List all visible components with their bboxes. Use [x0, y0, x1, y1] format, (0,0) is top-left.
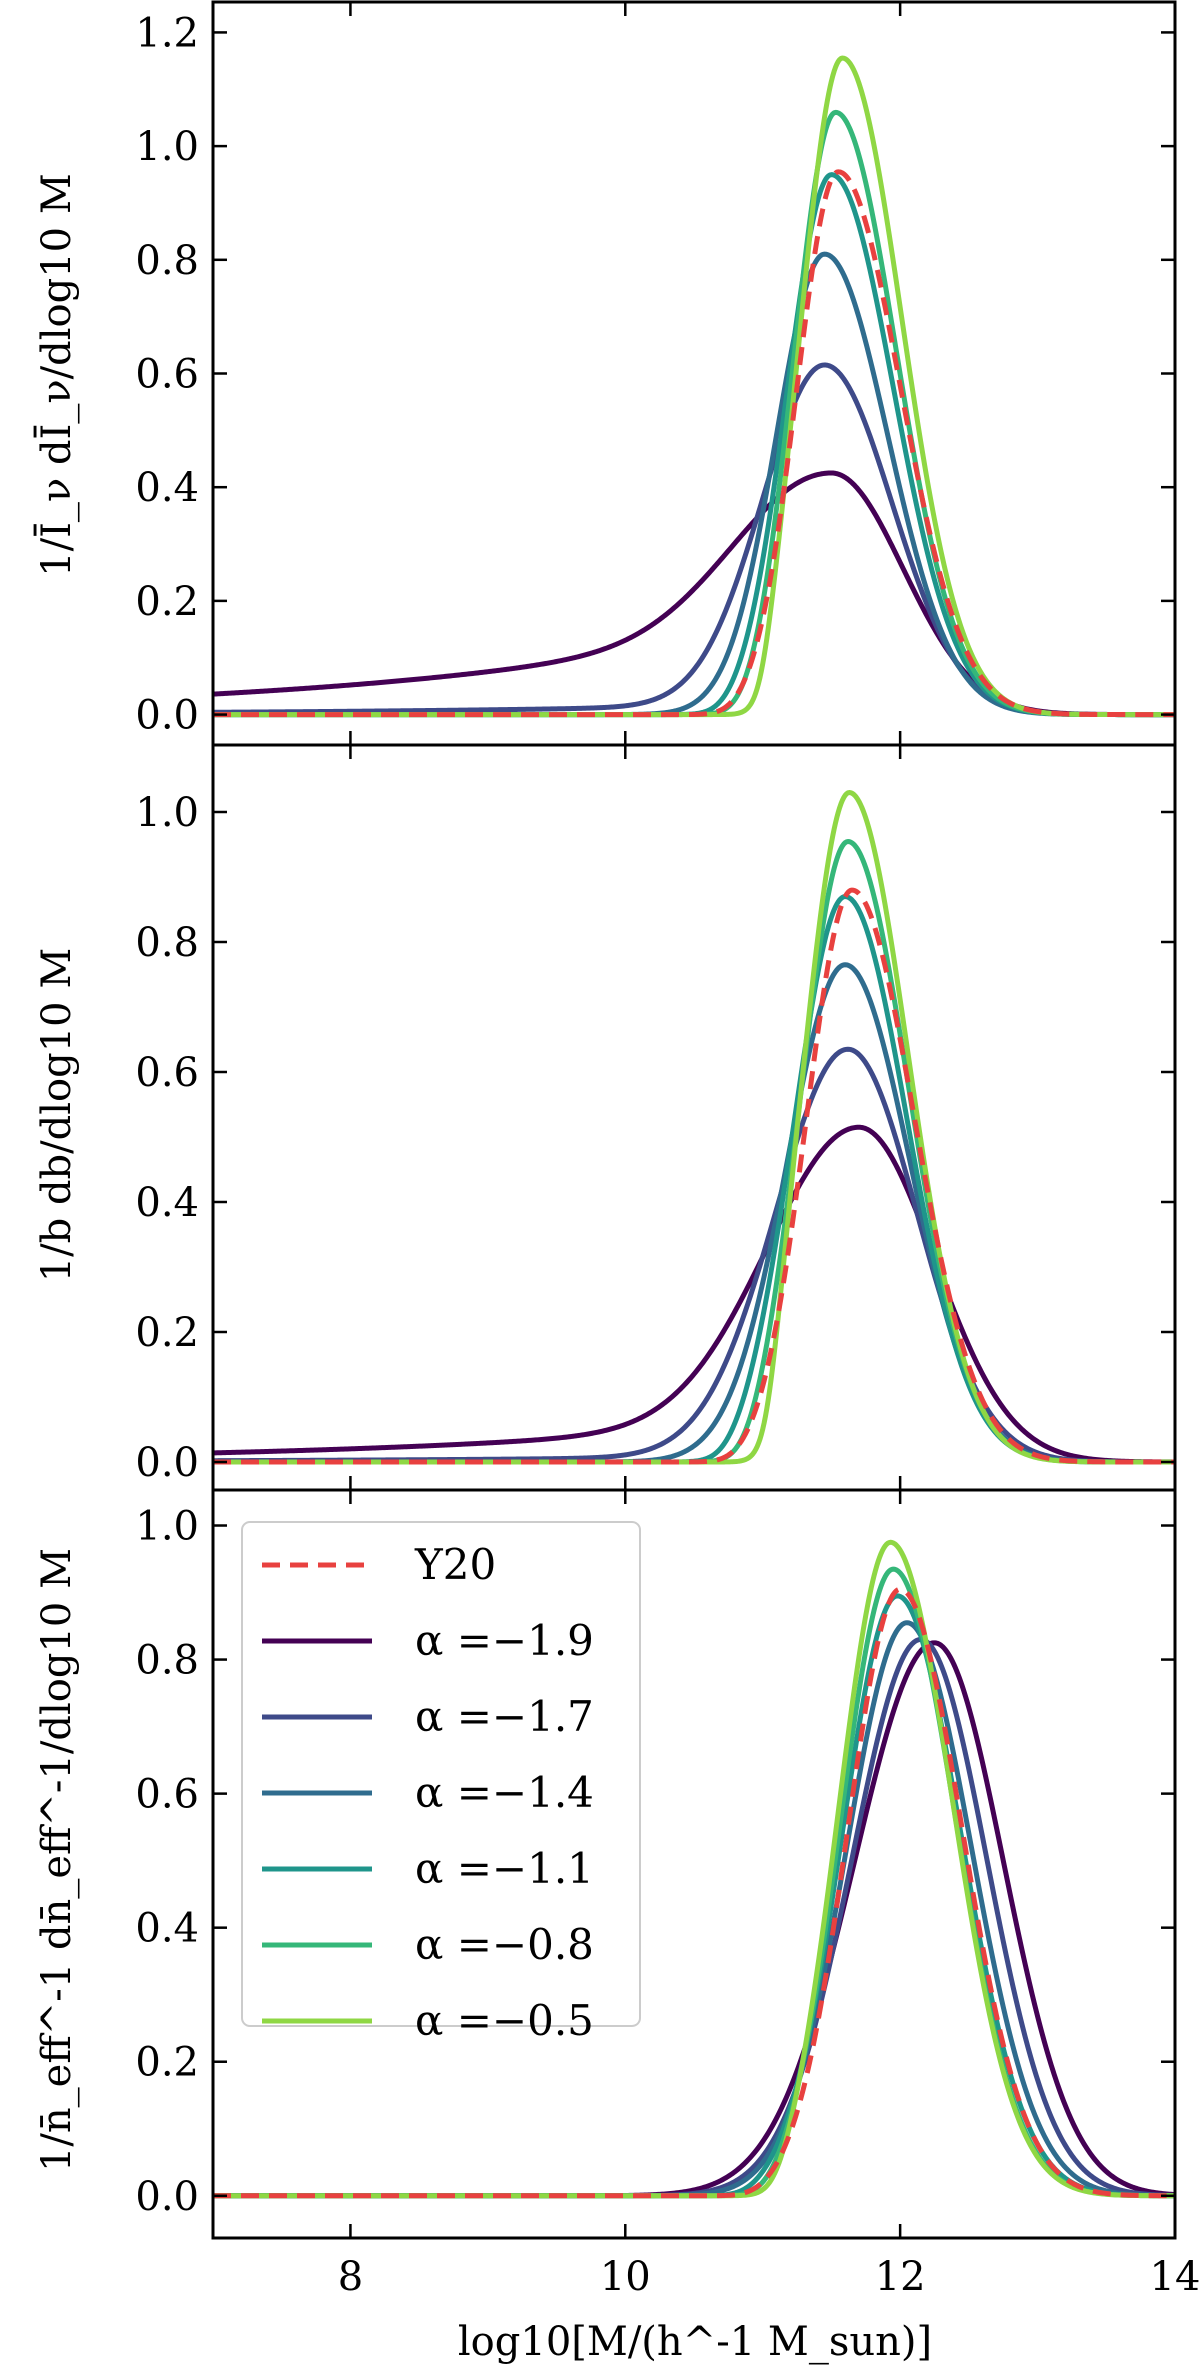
panel-2-curves: [213, 790, 1175, 1465]
panel-2-frame: [211, 743, 1177, 1492]
legend-label: α =−1.1: [415, 1844, 594, 1893]
panel-2-line-0.5: [213, 790, 1175, 1465]
panel-3-ytick-label: 1.0: [135, 1504, 199, 1550]
legend-label: α =−1.9: [415, 1616, 594, 1665]
legend-label: α =−0.8: [415, 1920, 594, 1969]
legend-label: Y20: [414, 1540, 496, 1589]
panel-1-frame: [211, 0, 1177, 747]
panel-3-ytick-label: 0.8: [135, 1638, 199, 1684]
panel-1-line-0.5: [213, 55, 1175, 718]
panel-3-line-y20: [213, 1586, 1175, 2199]
panel-3-ytick-label: 0.4: [135, 1906, 199, 1952]
x-tick-label: 10: [600, 2254, 651, 2300]
panel-1-line-1.1: [213, 172, 1175, 718]
panel-2-line-1.4: [213, 962, 1175, 1465]
panel-1-curves: [213, 55, 1175, 718]
panel-1-line-0.8: [213, 109, 1175, 718]
panel-1: 0.0 0.2 0.4 0.6 0.8 1.0 1.2: [135, 0, 1177, 747]
x-tick-label: 8: [338, 2254, 363, 2300]
panel-2-ytick-label: 0.0: [135, 1440, 199, 1486]
legend-frame: [241, 1521, 641, 2027]
panel-2-ytick-label: 0.2: [135, 1310, 199, 1356]
panel-1-line-1.9: [213, 470, 1175, 718]
panel-2-line-0.8: [213, 839, 1175, 1465]
panel-3-ylabel: 1/n̄_eff^-1 dn̄_eff^-1/dlog10 M: [34, 1548, 80, 2172]
panel-2-ytick-label: 0.8: [135, 920, 199, 966]
panel-2-ytick-label: 0.6: [135, 1050, 199, 1096]
panel-1-line-1.4: [213, 251, 1175, 718]
panel-3-curves: [213, 1539, 1175, 2199]
legend: Y20 α =−1.9 α =−1.7 α =−1.4 α =−1.1 α =−0.8 α …: [241, 1521, 641, 2045]
legend-label: α =−1.7: [415, 1692, 594, 1741]
svg-text:1/b db/dlog10 M: 1/b db/dlog10 M: [34, 948, 80, 1283]
panel-1-ytick-label: 0.8: [135, 238, 199, 284]
panel-2-ylabel: 1/b db/dlog10 M: [34, 948, 80, 1283]
x-axis-label: log10[M/(h^-1 M_sun)]: [458, 2319, 932, 2365]
panel-1-line-1.7: [213, 362, 1175, 718]
legend-label: α =−1.4: [415, 1768, 594, 1817]
panel-1-ytick-label: 0.4: [135, 465, 199, 511]
panel-3-ytick-label: 0.6: [135, 1772, 199, 1818]
panel-1-ytick-label: 0.6: [135, 352, 199, 398]
panel-2-line-y20: [213, 887, 1175, 1465]
panel-2: 0.0 0.2 0.4 0.6 0.8 1.0: [135, 743, 1177, 1492]
svg-text:1/n̄_eff^-1 dn̄_eff^-1/dlog10: 1/n̄_eff^-1 dn̄_eff^-1/dlog10 M: [34, 1548, 80, 2172]
x-tick-label: 12: [875, 2254, 926, 2300]
legend-label: α =−0.5: [415, 1996, 594, 2045]
panel-1-ytick-label: 0.2: [135, 579, 199, 625]
panel-1-ytick-label: 0.0: [135, 693, 199, 739]
panel-2-ytick-label: 1.0: [135, 790, 199, 836]
panel-1-line-y20: [213, 169, 1175, 718]
panel-1-ytick-label: 1.0: [135, 124, 199, 170]
panel-2-line-1.9: [213, 1124, 1175, 1465]
panel-1-ylabel: 1/Ī_ν dĪ_ν/dlog10 M: [34, 173, 80, 577]
panel-3: 0.0 0.2 0.4 0.6 0.8 1.0 8 10 12 14: [135, 1488, 1200, 2300]
panel-3-frame: [211, 1488, 1177, 2240]
svg-text:1/Ī_ν dĪ_ν/dlog10 M: 1/Ī_ν dĪ_ν/dlog10 M: [34, 173, 80, 577]
x-tick-label: 14: [1150, 2254, 1200, 2300]
panel-2-ytick-label: 0.4: [135, 1180, 199, 1226]
panel-3-ytick-label: 0.2: [135, 2040, 199, 2086]
panel-1-ytick-label: 1.2: [135, 10, 199, 56]
panel-3-ytick-label: 0.0: [135, 2174, 199, 2220]
panel-2-line-1.7: [213, 1046, 1175, 1465]
